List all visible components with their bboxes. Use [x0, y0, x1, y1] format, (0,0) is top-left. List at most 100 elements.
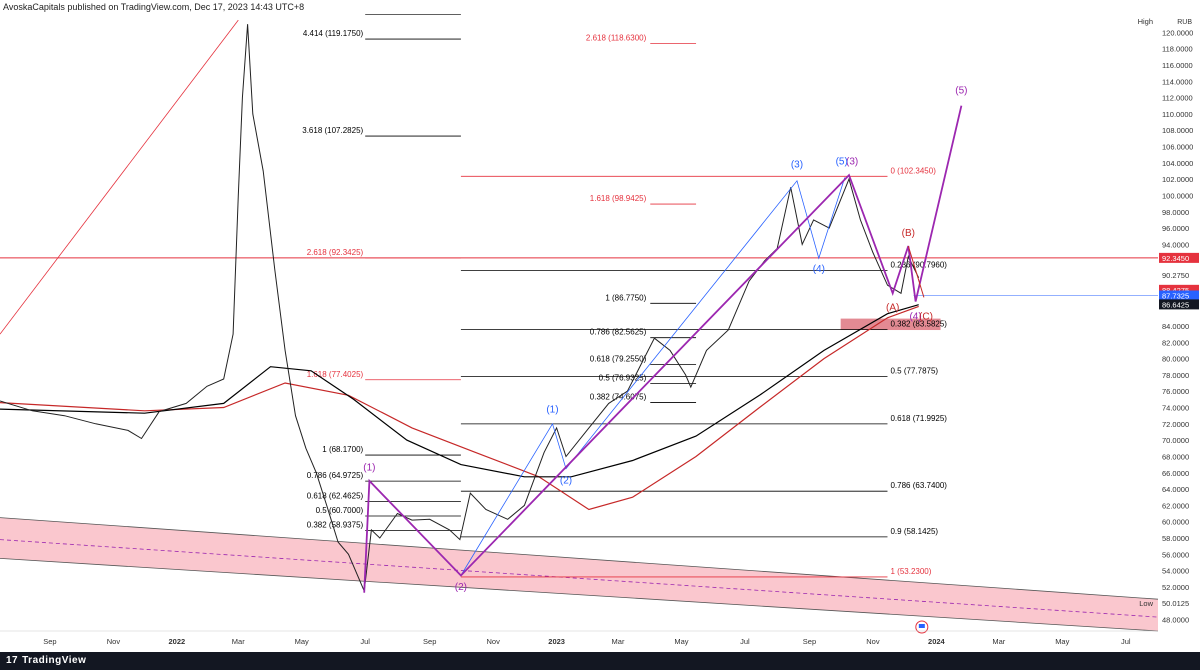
ma-red-line — [0, 305, 919, 511]
price-tick: 94.0000 — [1162, 240, 1189, 249]
fib-mid-label: 0.786 (82.5625) — [590, 328, 647, 337]
fib-left-label: 0.618 (62.4625) — [307, 492, 364, 501]
fib-right-label: 0.618 (71.9925) — [890, 414, 947, 423]
trend-line — [0, 19, 239, 335]
channel-upper-line — [0, 517, 1159, 600]
time-tick: 2023 — [548, 637, 565, 646]
fib-left-label: 1.618 (77.4025) — [307, 370, 364, 379]
time-tick: 2024 — [928, 637, 946, 646]
fib-right-label: 0.382 (83.5825) — [890, 319, 947, 328]
price-badge-label: 87.7325 — [1162, 292, 1189, 301]
fib-left-label: 3.618 (107.2825) — [302, 126, 363, 135]
price-tick: 120.0000 — [1162, 28, 1193, 37]
price-badge-label: 86.6425 — [1162, 300, 1189, 309]
price-tick: 104.0000 — [1162, 159, 1193, 168]
time-tick: Nov — [866, 637, 880, 646]
fib-left-label: 2.618 (92.3425) — [307, 248, 364, 257]
tv-logo-icon: 17 — [6, 655, 19, 666]
fib-left-label: 0.786 (64.9725) — [307, 471, 364, 480]
price-line — [0, 24, 920, 593]
elliott-waves: (1) (2) (3) (4) (5) (A) (B) (C) (1) (2) (3) (4) (5) — [363, 85, 967, 593]
time-tick: Mar — [612, 637, 625, 646]
price-tick: 112.0000 — [1162, 94, 1193, 103]
fib-left-label: 1 (68.1700) — [322, 445, 363, 454]
price-tick: 80.0000 — [1162, 355, 1189, 364]
price-tick: 116.0000 — [1162, 61, 1193, 70]
fibonacci-levels: 4.618 (122.2229)4.414 (119.1750)3.618 (1… — [0, 14, 1158, 578]
wave-label: (B) — [902, 228, 915, 239]
time-axis: Sep Nov 2022 Mar May Jul Sep Nov 2023 Mar May Jul Se… — [0, 620, 1158, 646]
tradingview-logo-text: TradingView — [22, 655, 87, 666]
price-tick: 84.0000 — [1162, 322, 1189, 331]
price-badge — [1159, 299, 1199, 310]
fib-mid-label: 2.618 (118.6300) — [586, 33, 647, 42]
wave-label: (2) — [560, 475, 572, 486]
time-tick: May — [295, 637, 309, 646]
channel-mid-line — [0, 539, 1159, 618]
time-tick: Jul — [740, 637, 750, 646]
price-tick: 54.0000 — [1162, 567, 1189, 576]
high-label: High — [1138, 17, 1153, 26]
tradingview-logo[interactable]: 17 TradingView — [6, 655, 86, 666]
purple-wave-path — [363, 105, 963, 593]
regression-channel — [0, 19, 1159, 632]
publisher-header: AvoskaCapitals published on TradingView.… — [0, 0, 1200, 14]
wave-label: (3) — [791, 160, 803, 171]
price-tick: 68.0000 — [1162, 452, 1189, 461]
low-value: 50.0125 — [1162, 599, 1189, 608]
time-tick: Nov — [107, 637, 121, 646]
footer-bar: 17 TradingView — [0, 652, 1200, 670]
price-badge-label: 92.3450 — [1162, 254, 1189, 263]
fib-left-label: 0.5 (60.7000) — [316, 506, 364, 515]
price-badge-label: 88.4275 — [1162, 286, 1189, 295]
price-tick: 66.0000 — [1162, 469, 1189, 478]
channel-lower-line — [0, 558, 1159, 632]
price-series — [0, 24, 920, 593]
fib-right-label: 0.5 (77.7875) — [890, 367, 938, 376]
wave-label: (2) — [455, 582, 467, 593]
fib-right-label: 0.9 (58.1425) — [890, 527, 938, 536]
low-label: Low — [1139, 599, 1153, 608]
wave-label: (C) — [919, 311, 933, 322]
price-tick: 72.0000 — [1162, 420, 1189, 429]
price-tick: 52.0000 — [1162, 583, 1189, 592]
time-tick: Sep — [803, 637, 816, 646]
currency-label: RUB — [1177, 19, 1192, 26]
wave-label: (5) — [836, 156, 848, 167]
price-tick: 114.0000 — [1162, 77, 1193, 86]
wave-label: (4) — [909, 311, 921, 322]
time-tick: Mar — [232, 637, 245, 646]
wave-label: (4) — [813, 264, 825, 275]
wave-c-line — [907, 245, 925, 298]
publisher-text: AvoskaCapitals published on TradingView.… — [3, 2, 305, 12]
price-tick: 96.0000 — [1162, 224, 1189, 233]
price-tick: 110.0000 — [1162, 110, 1193, 119]
fib-left-label: 0.382 (58.9375) — [307, 520, 364, 529]
fib-mid-label: 1.618 (98.9425) — [590, 194, 647, 203]
price-tick: 48.0000 — [1162, 616, 1189, 625]
time-tick: Sep — [43, 637, 56, 646]
price-tick: 108.0000 — [1162, 126, 1193, 135]
price-chart[interactable]: 4.618 (122.2229)4.414 (119.1750)3.618 (1… — [0, 14, 1200, 652]
price-axis: RUB 120.0000 118.0000 116.0000 114.0000 112.0… — [1138, 14, 1200, 631]
price-badge — [1159, 290, 1199, 301]
time-tick: Mar — [992, 637, 1005, 646]
price-tick: 100.0000 — [1162, 191, 1193, 200]
time-tick: Nov — [486, 637, 500, 646]
price-tick: 74.0000 — [1162, 404, 1189, 413]
fib-mid-label: 0.5 (76.9325) — [599, 374, 647, 383]
time-tick: Jul — [1121, 637, 1131, 646]
fib-mid-label: 0.618 (79.2550) — [590, 355, 647, 364]
moving-averages — [0, 304, 919, 511]
price-badge — [1159, 284, 1199, 295]
fib-mid-label: 1 (86.7750) — [605, 293, 646, 302]
price-tick: 56.0000 — [1162, 550, 1189, 559]
fib-right-label: 0.786 (63.7400) — [890, 481, 947, 490]
price-axis-bg — [1158, 14, 1200, 631]
wave-label: (5) — [955, 85, 967, 96]
price-tick: 70.0000 — [1162, 436, 1189, 445]
price-tick: 98.0000 — [1162, 208, 1189, 217]
price-tick: 106.0000 — [1162, 143, 1193, 152]
time-tick: May — [1055, 637, 1069, 646]
ma-black-line — [0, 304, 919, 478]
